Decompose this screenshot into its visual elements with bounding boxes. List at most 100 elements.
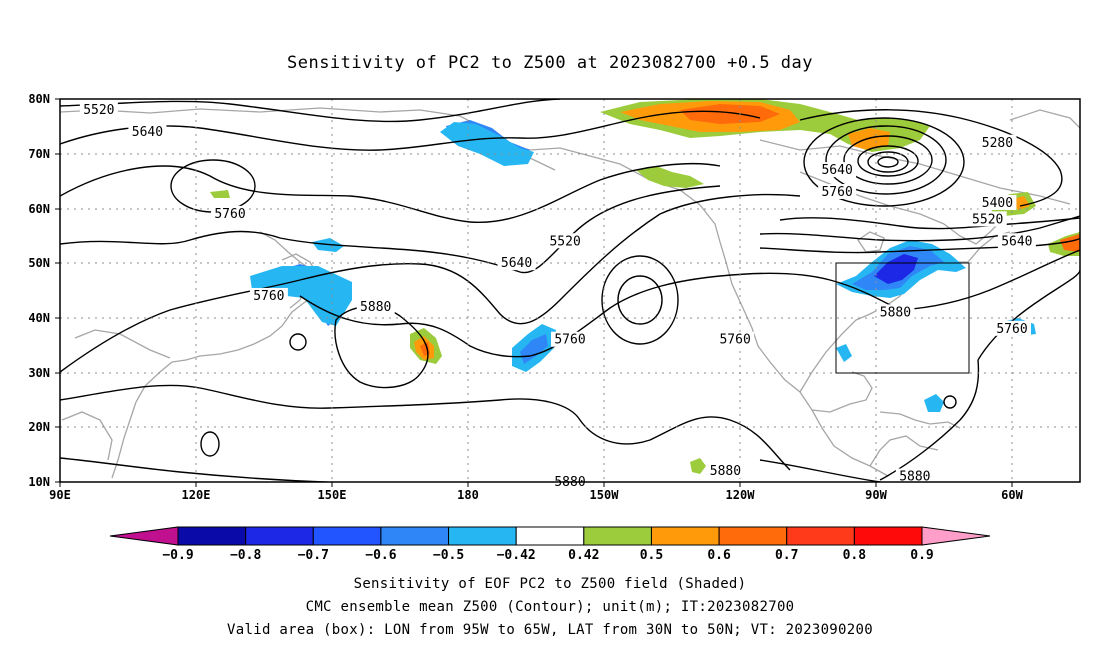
contour-label-bg: [997, 233, 1036, 249]
colorbar-swatch: [312, 526, 382, 546]
footer-line-2: CMC ensemble mean Z500 (Contour); unit(m…: [306, 599, 795, 615]
shade-orange-greenland: [848, 128, 890, 150]
contour-label-bg: [895, 468, 934, 484]
contour-label-bg: [716, 331, 755, 347]
shade-blue-siberia-light: [440, 122, 534, 166]
lon-label: 90E: [49, 488, 71, 502]
lon-label: 90W: [865, 488, 887, 502]
contour-label: 5760: [253, 289, 284, 304]
colorbar-label: 0.42: [568, 548, 599, 563]
contour-label: 5400: [982, 196, 1013, 211]
contour-label-bg: [968, 211, 1007, 227]
contour-label: 5760: [554, 333, 585, 348]
contour-label-bg: [497, 255, 536, 271]
contour-label-bg: [993, 320, 1031, 336]
contour-label: 5760: [996, 322, 1027, 337]
contour-label-bg: [249, 287, 288, 303]
colorbar-label: 0.5: [640, 548, 663, 563]
colorbar-label: −0.42: [497, 548, 536, 563]
shade-blue-caribbean: [924, 394, 944, 412]
lat-label: 10N: [28, 475, 50, 489]
colorbar-label: −0.8: [230, 548, 261, 563]
contour-label-bg: [818, 184, 857, 200]
axis-ticks: [55, 98, 1013, 487]
contour-label: 5640: [501, 256, 532, 271]
valid-area-box: [835, 262, 970, 374]
contour-label: 5520: [972, 212, 1003, 227]
map-panel: 5520 5640 5760 5760 5880 5640 5520 5760 5760 5640…: [28, 92, 1081, 502]
contour-label-bg: [546, 233, 585, 249]
contour-label: 5880: [360, 300, 391, 315]
colorbar-upper-arrow: [921, 526, 991, 546]
contour-label: 5640: [1001, 234, 1032, 249]
contour-label-bg: [978, 194, 1017, 210]
contour-label-bg: [706, 463, 745, 479]
contour-label: 5760: [214, 207, 245, 222]
colorbar-label: 0.8: [843, 548, 867, 563]
contour-label-bg: [79, 101, 118, 117]
contour-label-bg: [356, 298, 395, 314]
colorbar-swatch: [448, 526, 517, 546]
chart-title: Sensitivity of PC2 to Z500 at 2023082700…: [287, 53, 813, 73]
contour-label: 5880: [899, 470, 930, 485]
lat-label: 30N: [28, 366, 50, 380]
contour-label: 5280: [982, 136, 1013, 151]
contour-label-bg: [876, 304, 915, 320]
colorbar-label: −0.6: [365, 548, 396, 563]
contour-label: 5760: [719, 333, 750, 348]
colorbar-swatch: [515, 526, 585, 546]
longitude-labels: 90E 120E 150E 180 150W 120W 90W 60W: [49, 488, 1023, 502]
shade-orange-arctic-2: [680, 104, 780, 124]
shade-green-asia: [210, 190, 230, 198]
colorbar-label: 0.7: [775, 548, 798, 563]
footer-line-1: Sensitivity of EOF PC2 to Z500 field (Sh…: [354, 576, 747, 592]
lat-label: 50N: [28, 256, 50, 270]
contour-label-bg: [211, 205, 249, 221]
shade-atlantic-east-orange: [1060, 234, 1080, 252]
lon-label: 150E: [318, 488, 347, 502]
colorbar-label: −0.7: [298, 548, 329, 563]
contour-label-bg: [818, 162, 857, 178]
contour-label: 5880: [880, 305, 911, 320]
colorbar-label: −0.9: [162, 548, 193, 563]
footer: Sensitivity of EOF PC2 to Z500 field (Sh…: [227, 576, 873, 638]
contour-label: 5520: [549, 234, 580, 249]
contour-labels: 5520 5640 5760 5760 5880 5640 5520 5760 5760 5640…: [79, 101, 1036, 490]
footer-line-3: Valid area (box): LON from 95W to 65W, L…: [227, 622, 873, 638]
colorbar: −0.9 −0.8 −0.7 −0.6 −0.5 −0.42 0.42 0.5 0.6 0.7 0.…: [109, 526, 991, 563]
colorbar-lower-arrow: [109, 526, 179, 546]
colorbar-swatch: [853, 526, 923, 546]
lon-label: 180: [457, 488, 479, 502]
lon-label: 120W: [726, 488, 756, 502]
shade-green-mexico: [690, 458, 706, 474]
lon-label: 120E: [182, 488, 211, 502]
lat-label: 80N: [28, 92, 50, 106]
contour-label-bg: [551, 331, 589, 347]
colorbar-swatch: [583, 526, 652, 546]
contour-label: 5640: [821, 163, 852, 178]
colorbar-swatch: [177, 526, 247, 546]
shade-blue-gulf: [836, 344, 852, 362]
contour-label: 5880: [710, 464, 741, 479]
contour-label: 5520: [83, 103, 114, 118]
latitude-labels: 80N 70N 60N 50N 40N 30N 20N 10N: [28, 92, 50, 489]
lon-label: 60W: [1001, 488, 1023, 502]
lat-label: 40N: [28, 311, 50, 325]
contour-label: 5760: [821, 185, 852, 200]
shade-green-canada: [636, 166, 704, 188]
lon-label: 150W: [590, 488, 620, 502]
colorbar-label: 0.9: [910, 548, 933, 563]
lat-label: 70N: [28, 147, 50, 161]
colorbar-swatch: [380, 526, 450, 546]
coastlines: [60, 107, 1080, 479]
colorbar-swatch: [650, 526, 720, 546]
contour-label-bg: [978, 134, 1017, 150]
z500-contours: [60, 99, 1080, 482]
colorbar-swatch: [718, 526, 788, 546]
map-frame: [59, 98, 1081, 483]
contour-label: 5640: [132, 125, 163, 140]
colorbar-swatch: [786, 526, 855, 546]
colorbar-swatch: [245, 526, 314, 546]
colorbar-label: 0.6: [707, 548, 731, 563]
